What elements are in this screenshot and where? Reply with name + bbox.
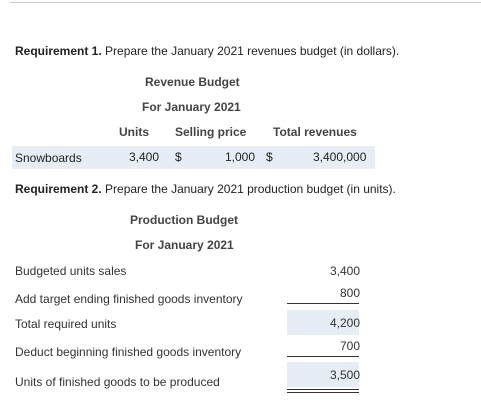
top-divider [10,2,481,3]
double-underline-top [287,389,359,390]
requirement-1-text: Requirement 1. Prepare the January 2021 … [15,44,399,58]
revenue-units-value: 3,400 [129,150,160,164]
selling-price-currency: $ [175,150,182,164]
revenue-row-highlight [12,146,375,169]
ending-inventory-value: 800 [339,286,360,300]
ending-inventory-label: Add target ending finished goods invento… [15,292,243,306]
units-produced-label: Units of finished goods to be produced [15,375,220,389]
total-revenues-currency: $ [266,150,273,164]
selling-price-value: 1,000 [225,150,256,164]
double-underline-bottom [287,392,359,393]
requirement-2-prefix: Requirement 2. [15,182,102,196]
column-header-total-revenues: Total revenues [273,125,357,139]
revenue-budget-title: Revenue Budget [145,75,240,89]
beginning-inventory-underline [287,356,359,357]
ending-inventory-underline [287,303,359,304]
budgeted-units-sales-value: 3,400 [329,264,360,278]
total-required-highlight [287,310,359,335]
requirement-1-prefix: Requirement 1. [15,44,102,58]
total-revenues-value: 3,400,000 [313,150,367,164]
beginning-inventory-value: 700 [339,339,360,353]
units-produced-value: 3,500 [329,368,360,382]
total-required-units-value: 4,200 [329,316,360,330]
requirement-2-instructions: Prepare the January 2021 production budg… [101,182,396,196]
production-budget-title: Production Budget [130,213,238,227]
production-budget-period: For January 2021 [135,238,234,252]
requirement-2-text: Requirement 2. Prepare the January 2021 … [15,182,396,196]
total-required-units-label: Total required units [15,317,117,331]
beginning-inventory-label: Deduct beginning finished goods inventor… [15,345,242,359]
requirement-1-instructions: Prepare the January 2021 revenues budget… [101,44,400,58]
units-produced-highlight [287,362,359,387]
column-header-units: Units [119,125,149,139]
column-header-selling-price: Selling price [175,125,247,139]
budgeted-units-sales-label: Budgeted units sales [15,264,127,278]
revenue-row-label: Snowboards [15,151,82,165]
revenue-budget-period: For January 2021 [142,100,241,114]
